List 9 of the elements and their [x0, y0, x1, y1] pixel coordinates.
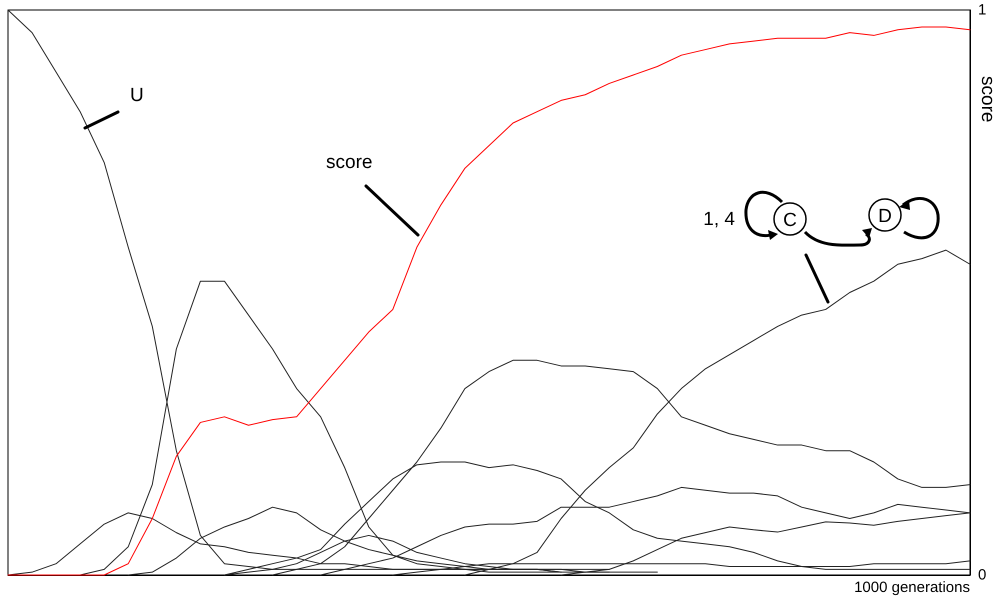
annotation: U	[130, 85, 144, 106]
x-axis-title: 1000 generations	[854, 579, 970, 596]
annotation: 1, 4	[703, 209, 736, 230]
annotation: score	[326, 152, 372, 173]
y-tick-label: 0	[978, 566, 986, 584]
annotation: C	[783, 210, 797, 231]
y-tick-label: 1	[978, 2, 986, 18]
annotation: D	[878, 206, 892, 227]
y-axis-title: score	[977, 76, 998, 122]
